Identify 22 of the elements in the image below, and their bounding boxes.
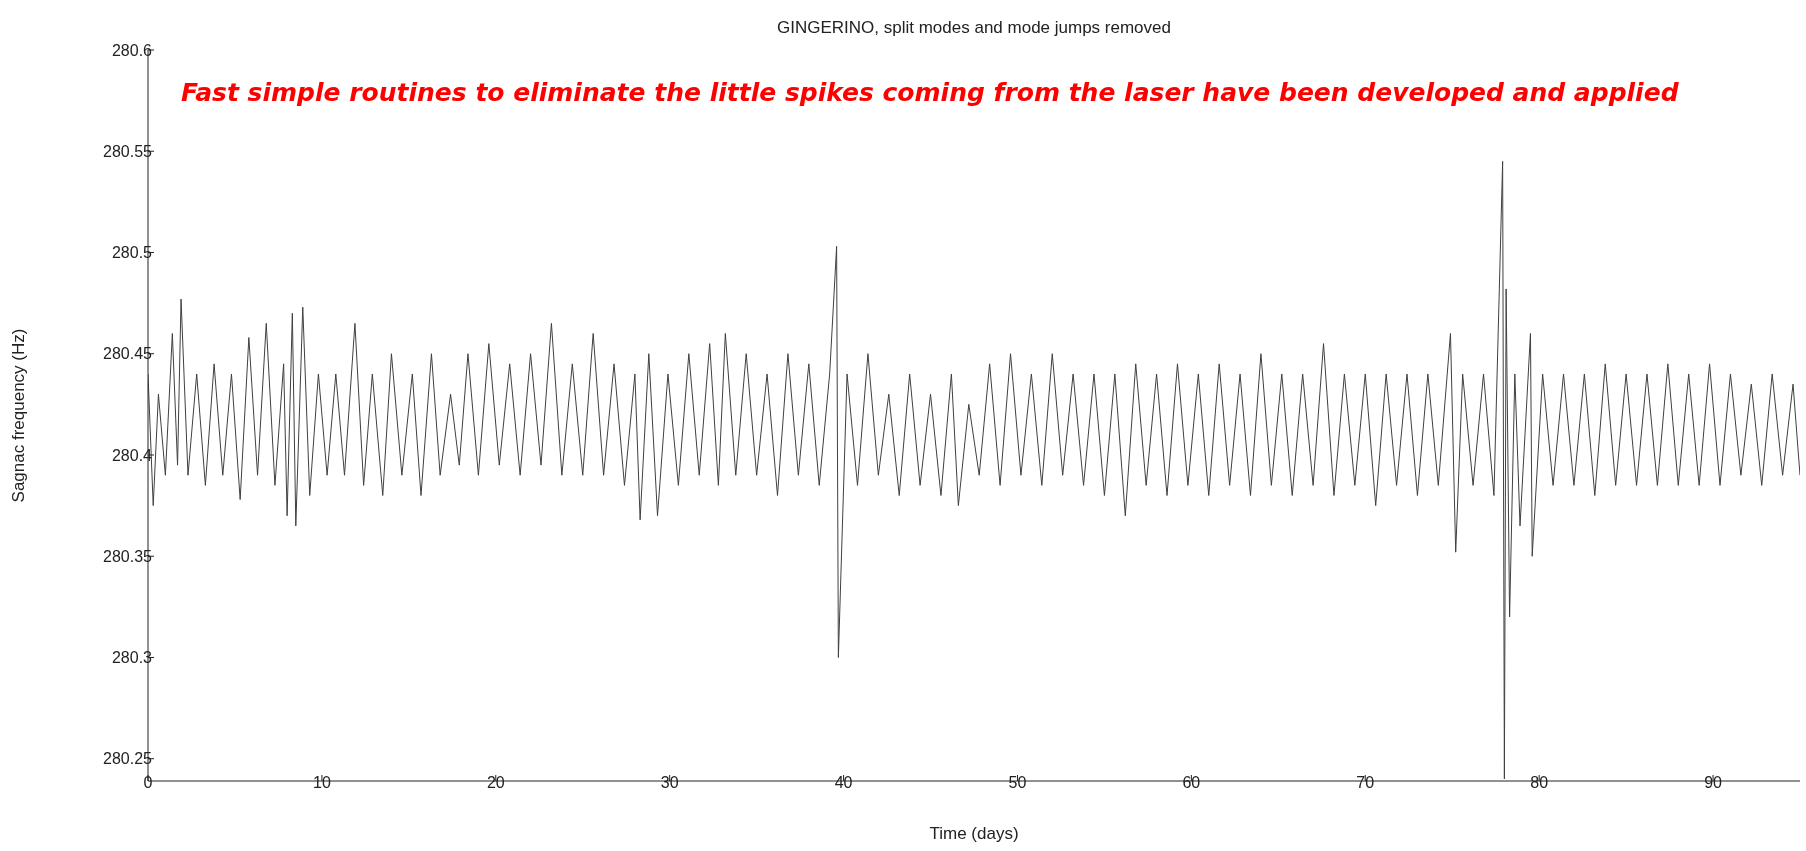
x-tick-label: 70 [1356,774,1375,792]
y-axis-title: Sagnac frequency (Hz) [9,328,29,503]
y-tick-label: 280.4 [111,446,153,464]
y-tick-label: 280.5 [111,244,153,262]
x-tick-label: 20 [486,774,505,792]
x-tick-label: 0 [143,774,153,792]
chart-title: GINGERINO, split modes and mode jumps removed [776,18,1172,38]
x-tick-label: 40 [834,774,853,792]
x-tick-label: 30 [660,774,679,792]
x-tick-label: 50 [1008,774,1027,792]
x-tick-label: 10 [313,774,331,792]
x-axis-title: Time (days) [929,824,1019,843]
y-tick-label: 280.55 [103,142,153,160]
y-tick-label: 280.6 [111,41,153,59]
annotation: Fast simple routines to eliminate the little spikes coming from the laser have been developed and applied [181,78,1679,107]
x-tick-label: 80 [1530,774,1549,792]
y-tick-label: 280.45 [103,345,153,363]
y-tick-label: 280.25 [103,750,153,768]
x-tick-label: 90 [1704,774,1723,792]
y-tick-label: 280.3 [111,649,153,667]
y-tick-label: 280.35 [103,547,153,565]
x-tick-label: 60 [1182,774,1201,792]
